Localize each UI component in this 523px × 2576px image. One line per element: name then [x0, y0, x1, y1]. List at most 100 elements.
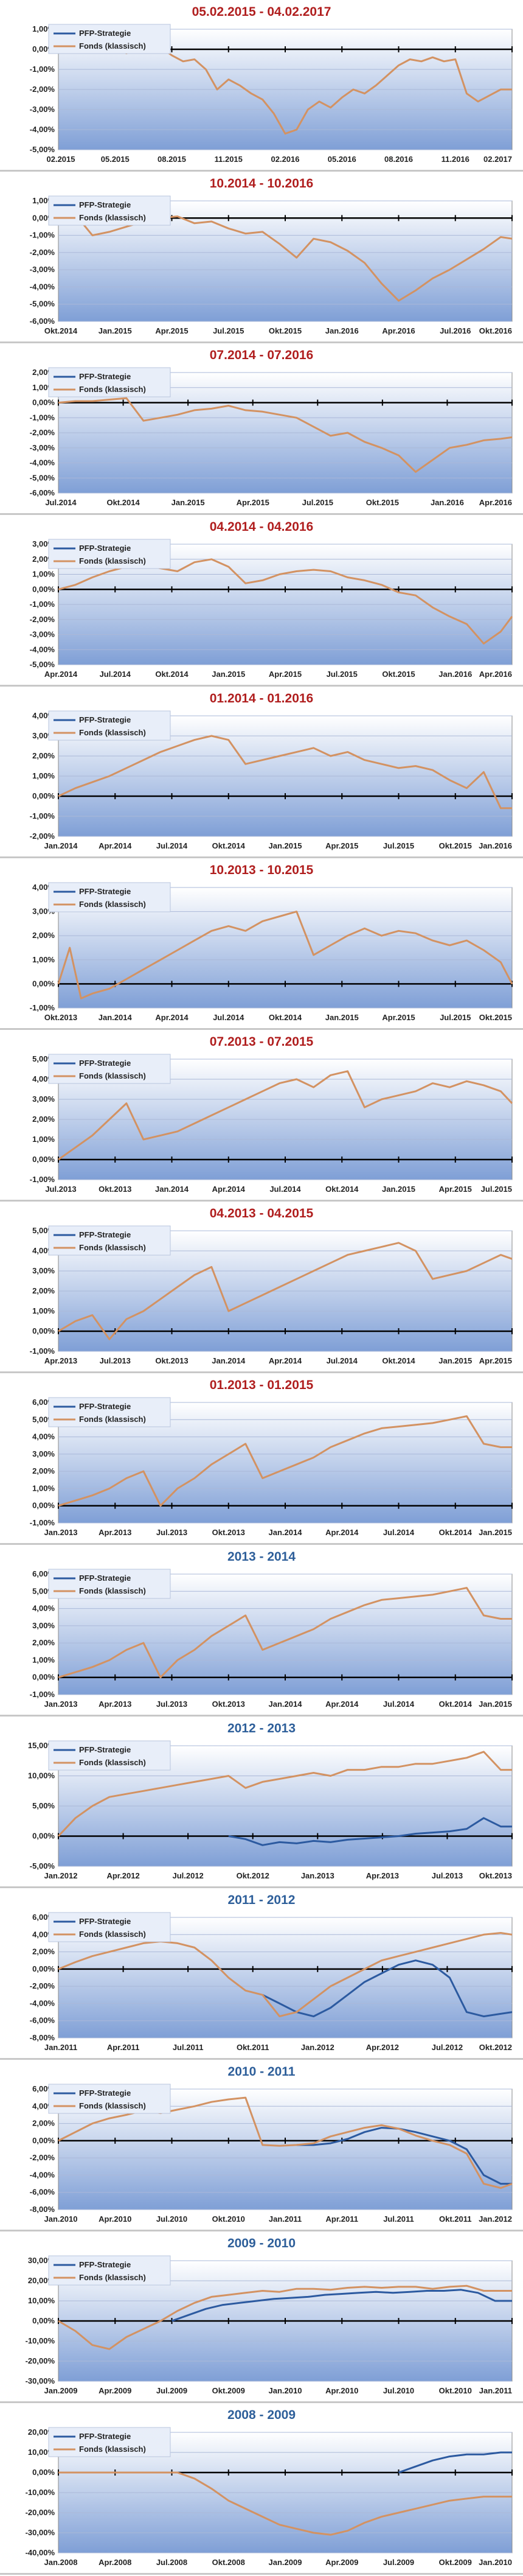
y-tick-label: 3,00% — [32, 1621, 55, 1630]
y-tick-label: 0,00% — [32, 791, 55, 800]
x-tick-label: Jan.2008 — [44, 2558, 78, 2567]
x-tick-label: Jul.2008 — [156, 2558, 187, 2567]
y-tick-label: -5,00% — [30, 473, 55, 482]
y-tick-label: -2,00% — [30, 85, 55, 94]
legend-label-pfp: PFP-Strategie — [79, 1745, 131, 1754]
x-tick-label: Okt.2014 — [155, 670, 189, 679]
y-tick-label: 0,00% — [32, 2136, 55, 2145]
x-tick-label: Jan.2011 — [44, 2043, 77, 2052]
legend-label-fonds: Fonds (klassisch) — [79, 1415, 146, 1424]
x-tick-label: Okt.2014 — [439, 1699, 473, 1709]
x-tick-label: Jul.2009 — [383, 2558, 414, 2567]
y-tick-label: -8,00% — [30, 2205, 55, 2214]
y-tick-label: -10,00% — [26, 2336, 55, 2345]
line-chart: 15,00% 10,00% 5,00% 0,00% -5,00%Jan.2012 Apr.… — [28, 1740, 513, 1880]
line-chart: 20,00% 10,00% 0,00% -10,00% -20,00% -30,00% -4… — [26, 2427, 513, 2567]
legend-box — [48, 24, 171, 54]
legend: PFP-Strategie Fonds (klassisch) — [48, 367, 171, 397]
legend: PFP-Strategie Fonds (klassisch) — [48, 882, 171, 912]
x-tick-label: Apr.2014 — [325, 1699, 359, 1709]
legend: PFP-Strategie Fonds (klassisch) — [48, 1569, 171, 1599]
x-tick-label: Okt.2013 — [155, 1356, 188, 1365]
x-tick-label: Jul.2014 — [269, 1185, 301, 1194]
x-tick-label: Okt.2015 — [439, 841, 472, 850]
y-tick-label: 0,00% — [32, 1964, 55, 1973]
series-line-fonds — [58, 1587, 512, 1679]
chart-title: 01.2013 - 01.2015 — [209, 1378, 314, 1392]
x-tick-label: Jan.2010 — [479, 2558, 512, 2567]
legend-box — [48, 539, 171, 569]
y-tick-label: -2,00% — [30, 1981, 55, 1990]
legend-label-fonds: Fonds (klassisch) — [79, 41, 146, 51]
x-tick-label: Jul.2009 — [156, 2386, 187, 2395]
y-tick-label: -1,00% — [30, 1518, 55, 1527]
chart-title: 04.2014 - 04.2016 — [209, 520, 314, 534]
x-tick-label: Jul.2011 — [383, 2214, 414, 2224]
x-tick-label: Jul.2015 — [327, 670, 358, 679]
y-tick-label: 4,00% — [32, 1432, 55, 1441]
x-tick-label: Jul.2015 — [383, 841, 414, 850]
y-tick-label: -8,00% — [30, 2033, 55, 2042]
x-tick-label: Okt.2015 — [479, 1013, 512, 1022]
legend-box — [48, 1397, 171, 1427]
legend: PFP-Strategie Fonds (klassisch) — [48, 1225, 171, 1256]
y-tick-label: 20,00% — [28, 2276, 55, 2285]
legend-box — [48, 1225, 171, 1256]
x-tick-label: Okt.2013 — [212, 1528, 245, 1537]
line-chart: 30,00% 20,00% 10,00% 0,00% -10,00% -20,00% -30… — [26, 2255, 513, 2395]
y-tick-label: 0,00% — [32, 1501, 55, 1510]
x-tick-label: Jan.2011 — [269, 2214, 302, 2224]
line-chart: 2,00%1,00%0,00%-1,00%-2,00%-3,00%-4,00%-… — [30, 367, 513, 507]
legend-box — [48, 195, 171, 226]
y-tick-label: -1,00% — [30, 1346, 55, 1356]
y-tick-label: 10,00% — [28, 2296, 55, 2305]
chart-panel: 2008 - 2009 20,00% 10,00% 0,00% -10,00% -20,0… — [0, 2403, 523, 2575]
legend: PFP-Strategie Fonds (klassisch) — [48, 24, 171, 54]
y-tick-label: -4,00% — [30, 125, 55, 134]
chart-panel: 04.2014 - 04.2016 3,00% 2,00% 1,00% 0,00% -1,… — [0, 515, 523, 687]
x-tick-label: Jul.2013 — [45, 1185, 76, 1194]
x-tick-label: 08.2015 — [158, 155, 186, 164]
y-tick-label: 0,00% — [32, 1326, 55, 1335]
x-tick-label: Apr.2012 — [106, 1871, 139, 1880]
line-chart: 6,00%4,00%2,00%0,00%-2,00%-4,00%-6,00%-8… — [30, 2084, 513, 2224]
y-tick-label: -6,00% — [30, 317, 55, 326]
y-tick-label: 1,00% — [32, 1306, 55, 1315]
x-tick-label: Apr.2011 — [107, 2043, 140, 2052]
x-tick-label: Okt.2010 — [212, 2214, 245, 2224]
chart-panel: 2011 - 2012 6,00% 4,00% 2,00% 0,00% -2,00% -4,… — [0, 1888, 523, 2060]
line-chart: 5,00%4,00%3,00%2,00%1,00%0,00%-1,00%Apr.… — [30, 1225, 513, 1365]
x-tick-label: Jul.2014 — [383, 1528, 415, 1537]
chart-panel: 05.02.2015 - 04.02.2017 1,00% 0,00% -1,00% -… — [0, 0, 523, 172]
x-tick-label: Apr.2014 — [269, 1356, 302, 1365]
x-tick-label: Jan.2012 — [301, 2043, 334, 2052]
y-tick-label: -30,00% — [26, 2376, 55, 2385]
legend-label-fonds: Fonds (klassisch) — [79, 1243, 146, 1252]
legend-label-pfp: PFP-Strategie — [79, 1059, 131, 1068]
x-tick-label: Apr.2015 — [479, 1356, 512, 1365]
y-tick-label: -10,00% — [26, 2488, 55, 2497]
legend-label-pfp: PFP-Strategie — [79, 2088, 131, 2098]
y-tick-label: 2,00% — [32, 1947, 55, 1956]
x-tick-label: Jan.2015 — [479, 1699, 512, 1709]
legend-label-pfp: PFP-Strategie — [79, 1230, 131, 1239]
legend-label-pfp: PFP-Strategie — [79, 1917, 131, 1926]
y-tick-label: -6,00% — [30, 488, 55, 497]
y-tick-label: -4,00% — [30, 282, 55, 291]
line-chart: 3,00%2,00%1,00%0,00%-1,00%-2,00%-3,00%-4… — [30, 539, 513, 679]
line-chart: 4,00%3,00%2,00%1,00%0,00%-1,00%Okt.2013 J… — [30, 882, 513, 1022]
x-tick-label: Apr.2014 — [155, 1013, 189, 1022]
y-tick-label: -5,00% — [30, 660, 55, 669]
y-tick-label: -3,00% — [30, 630, 55, 639]
y-tick-label: 0,00% — [32, 398, 55, 407]
series-line-pfp — [228, 1817, 512, 1846]
x-tick-label: Apr.2014 — [44, 670, 78, 679]
x-tick-label: Jul.2010 — [156, 2214, 187, 2224]
line-chart: 1,00%0,00%-1,00%-2,00%-3,00%-4,00%-5,00%… — [30, 195, 513, 335]
chart-title: 04.2013 - 04.2015 — [209, 1206, 314, 1220]
y-tick-label: 2,00% — [32, 2119, 55, 2128]
legend: PFP-Strategie Fonds (klassisch) — [48, 2427, 171, 2457]
x-tick-label: 02.2015 — [47, 155, 75, 164]
y-tick-label: 3,00% — [32, 1266, 55, 1275]
x-tick-label: Okt.2010 — [439, 2386, 472, 2395]
